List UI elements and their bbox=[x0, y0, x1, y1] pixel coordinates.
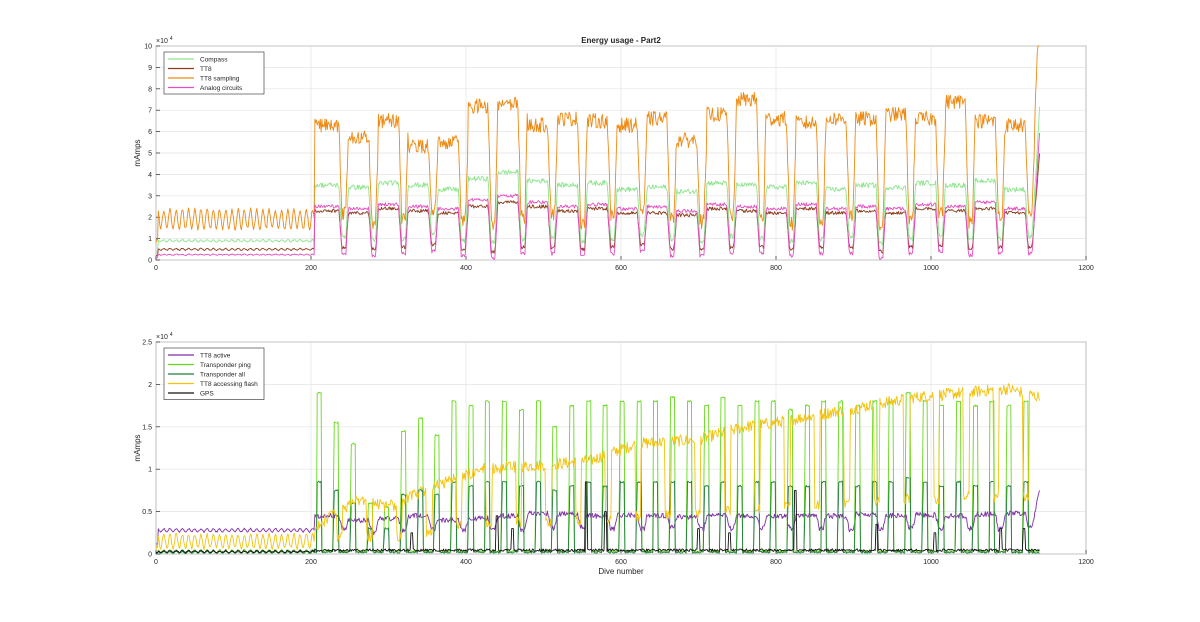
series-lines bbox=[155, 45, 1040, 260]
y-tick-label: 8 bbox=[148, 86, 152, 93]
y-tick-label: 0 bbox=[148, 258, 152, 265]
legend-label: GPS bbox=[200, 390, 214, 397]
transponder-panel: 0 200 400 600 800 1000 1200 0 0.5 1 1.5 2 2.5 Dive … bbox=[133, 332, 1094, 576]
y-tick-label: 1 bbox=[148, 467, 152, 474]
series-line-tt8-accessing-flash bbox=[155, 383, 1040, 550]
legend: Compass TT8 TT8 sampling Analog circuits bbox=[163, 51, 265, 95]
y-tick-labels: 0 0.5 1 1.5 2 2.5 bbox=[142, 340, 152, 559]
x-tick-label: 800 bbox=[770, 559, 782, 566]
series-line-transponder-all bbox=[155, 476, 1040, 555]
exponent-base: ×10 bbox=[156, 334, 168, 341]
series-line-tt8 bbox=[155, 153, 1040, 257]
x-tick-label: 600 bbox=[615, 559, 627, 566]
x-tick-label: 200 bbox=[305, 265, 317, 272]
y-axis-exponent: ×10 4 bbox=[156, 332, 173, 341]
y-tick-label: 2.5 bbox=[142, 340, 152, 347]
x-tick-label: 600 bbox=[615, 265, 627, 272]
y-tick-label: 0.5 bbox=[142, 509, 152, 516]
y-tick-labels: 0 1 2 3 4 5 6 7 8 9 10 bbox=[144, 44, 152, 265]
y-tick-label: 2 bbox=[148, 382, 152, 389]
y-tick-label: 1 bbox=[148, 236, 152, 243]
x-tick-label: 1000 bbox=[923, 265, 939, 272]
y-tick-label: 0 bbox=[148, 552, 152, 559]
y-axis-exponent: ×10 4 bbox=[156, 36, 173, 45]
x-axis-label: Dive number bbox=[598, 567, 644, 576]
legend: TT8 active Transponder ping Transponder al… bbox=[163, 347, 265, 400]
y-tick-label: 9 bbox=[148, 65, 152, 72]
y-tick-label: 10 bbox=[144, 44, 152, 51]
energy-usage-panel: 0 200 400 600 800 1000 1200 0 1 2 3 4 5 6 7 8 9 10 Energ… bbox=[133, 36, 1094, 272]
legend-label: TT8 sampling bbox=[200, 75, 240, 82]
y-tick-label: 3 bbox=[148, 193, 152, 200]
x-tick-label: 400 bbox=[460, 265, 472, 272]
legend-label: Transponder all bbox=[200, 371, 245, 378]
x-tick-label: 1000 bbox=[923, 559, 939, 566]
grid-lines bbox=[155, 341, 1087, 555]
legend-label: TT8 accessing flash bbox=[200, 381, 258, 388]
y-tick-label: 4 bbox=[148, 172, 152, 179]
series-line-tt8-active bbox=[155, 490, 1040, 545]
chart-title: Energy usage - Part2 bbox=[581, 36, 661, 45]
legend-label: TT8 bbox=[200, 66, 212, 73]
x-tick-label: 400 bbox=[460, 559, 472, 566]
exponent-power: 4 bbox=[170, 332, 173, 338]
y-tick-label: 2 bbox=[148, 215, 152, 222]
series-line-gps bbox=[155, 481, 1040, 554]
y-axis-label: mAmps bbox=[133, 434, 142, 461]
x-tick-label: 800 bbox=[770, 265, 782, 272]
series-line-compass bbox=[155, 106, 1040, 254]
series-line-analog-circuits bbox=[156, 132, 1040, 260]
exponent-base: ×10 bbox=[156, 38, 168, 45]
grid-lines bbox=[155, 45, 1087, 261]
x-tick-labels: 0 200 400 600 800 1000 1200 bbox=[154, 265, 1094, 272]
legend-label: TT8 active bbox=[200, 352, 231, 359]
legend-label: Transponder ping bbox=[200, 362, 251, 369]
y-tick-label: 1.5 bbox=[142, 424, 152, 431]
series-lines bbox=[155, 383, 1040, 555]
legend-label: Compass bbox=[200, 56, 228, 63]
y-tick-label: 6 bbox=[148, 129, 152, 136]
x-tick-label: 0 bbox=[154, 265, 158, 272]
x-tick-label: 0 bbox=[154, 559, 158, 566]
series-line-tt8-sampling bbox=[155, 45, 1040, 243]
x-tick-labels: 0 200 400 600 800 1000 1200 bbox=[154, 559, 1094, 566]
x-tick-label: 1200 bbox=[1078, 265, 1094, 272]
y-tick-label: 7 bbox=[148, 108, 152, 115]
x-tick-label: 200 bbox=[305, 559, 317, 566]
y-axis-label: mAmps bbox=[133, 139, 142, 166]
exponent-power: 4 bbox=[170, 36, 173, 42]
legend-label: Analog circuits bbox=[200, 85, 243, 92]
y-tick-label: 5 bbox=[148, 151, 152, 158]
x-tick-label: 1200 bbox=[1078, 559, 1094, 566]
